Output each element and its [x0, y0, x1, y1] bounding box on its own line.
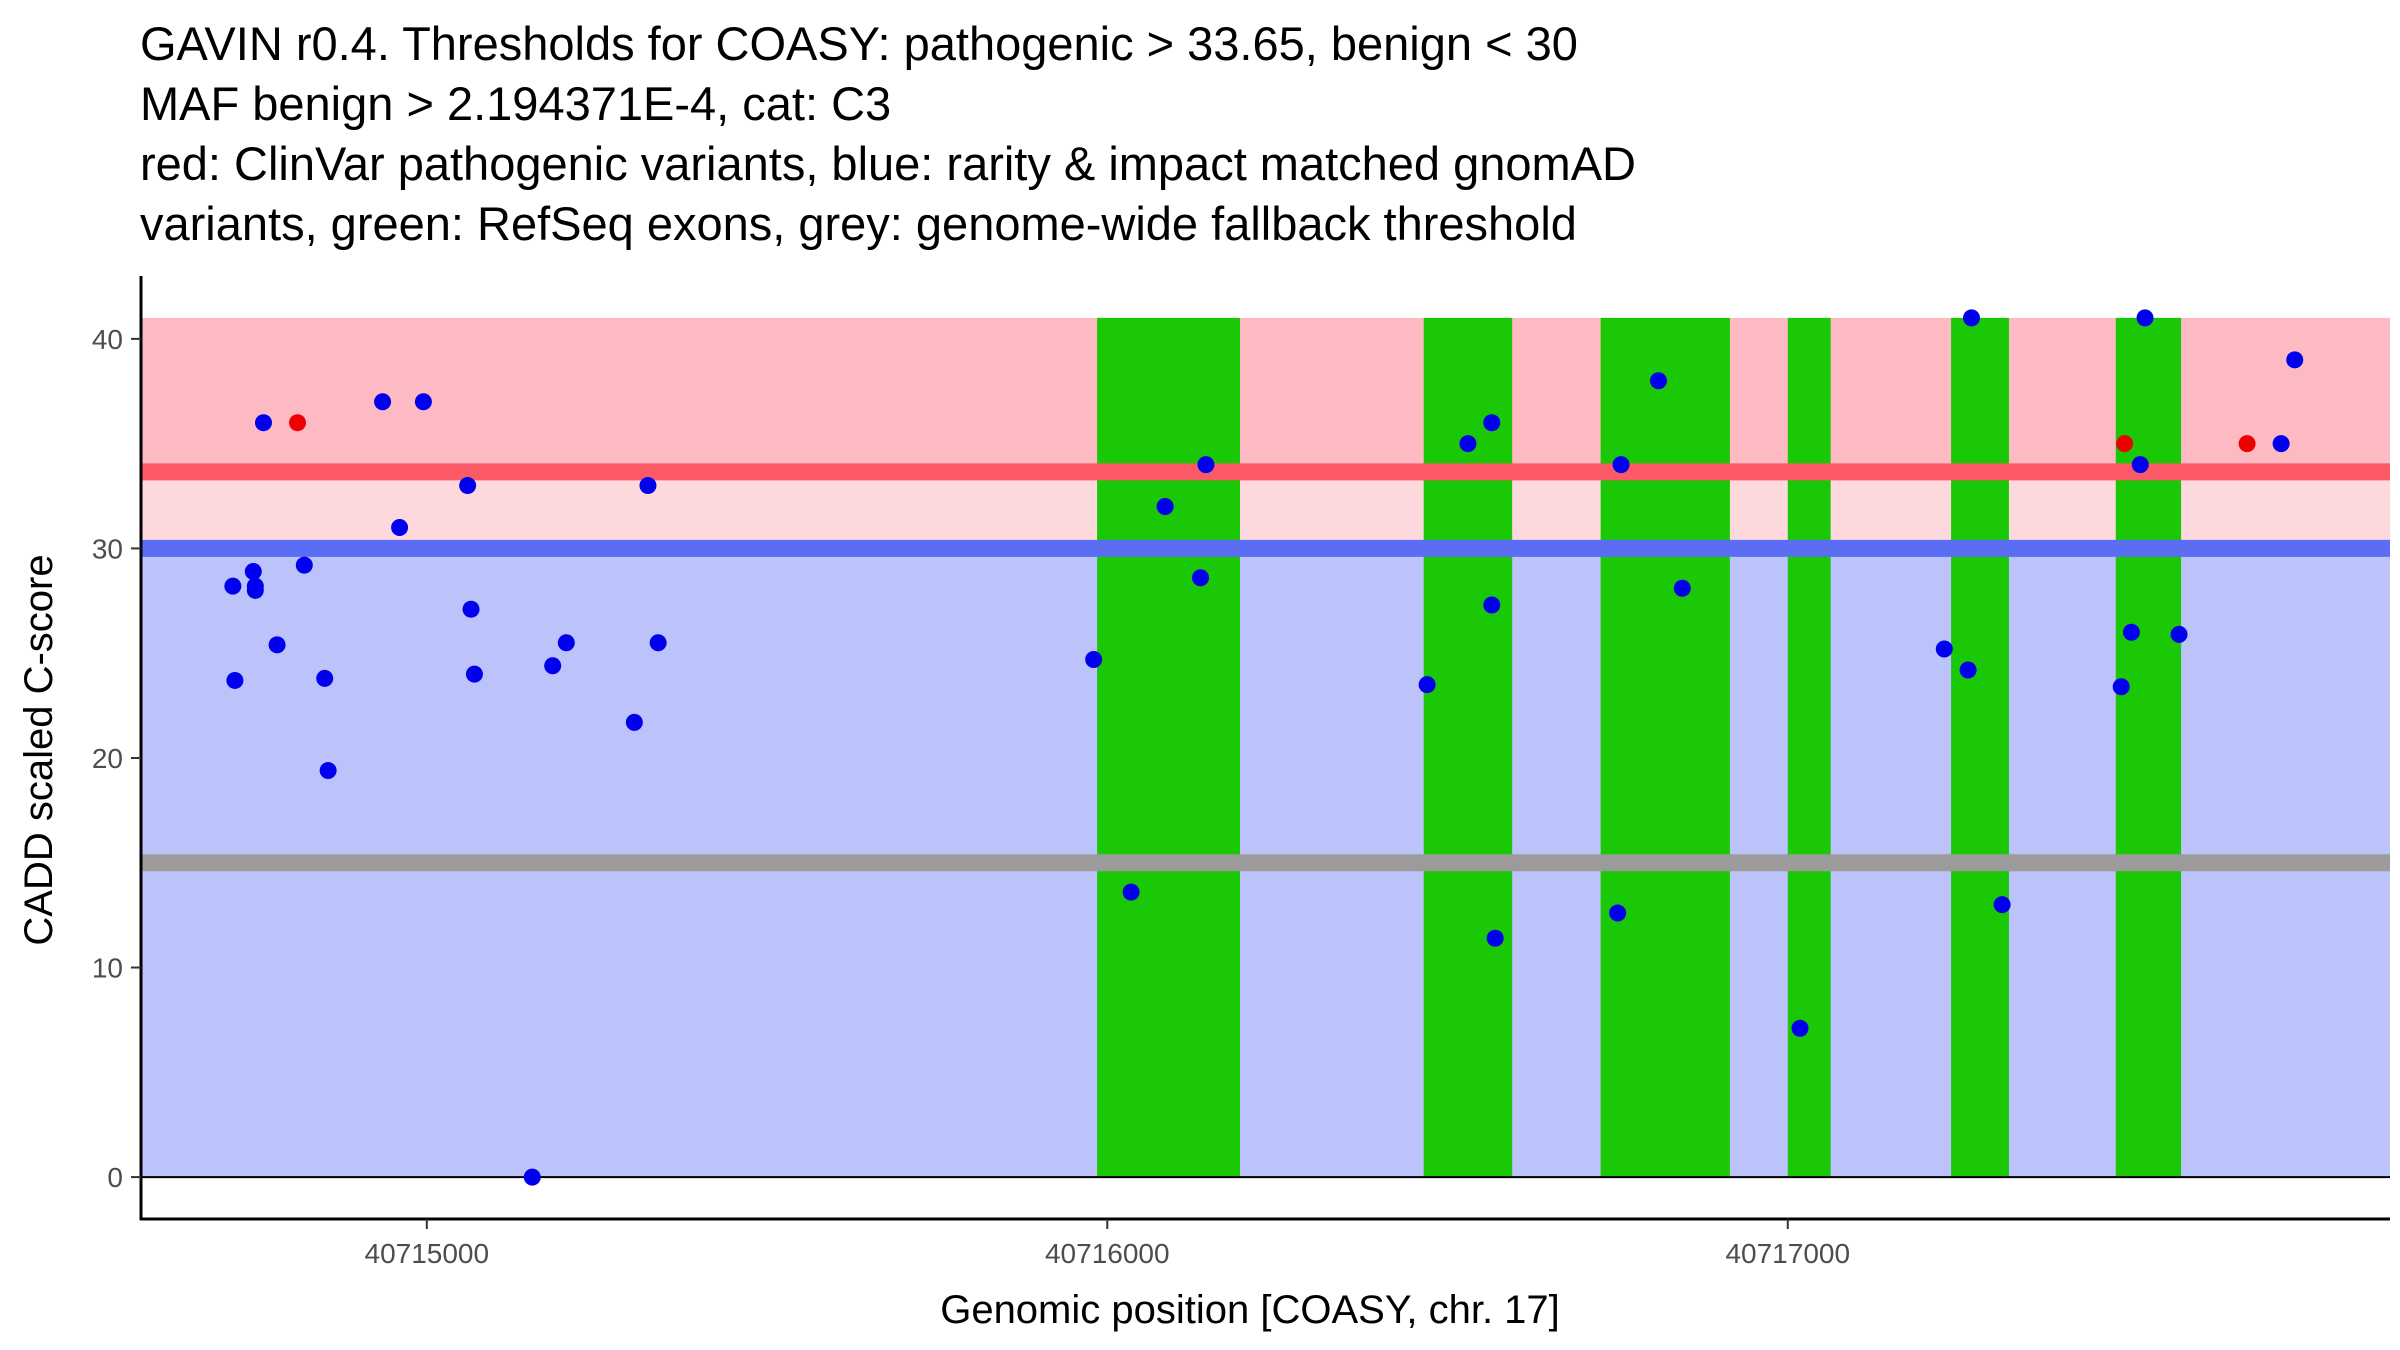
gnomad-matched-point — [1085, 650, 1103, 668]
gnomad-matched-point — [2272, 435, 2290, 453]
gnomad-matched-point — [1935, 640, 1953, 658]
gnomad-matched-point — [1609, 904, 1627, 922]
gnomad-matched-point — [557, 634, 575, 652]
title-line: red: ClinVar pathogenic variants, blue: … — [140, 137, 1636, 190]
gnomad-matched-point — [1156, 498, 1174, 516]
x-tick-label: 40717000 — [1725, 1238, 1850, 1269]
y-tick-label: 0 — [107, 1162, 123, 1193]
gnomad-matched-point — [1459, 435, 1477, 453]
middle-band — [141, 471, 2390, 549]
gnomad-matched-point — [649, 634, 667, 652]
gnomad-matched-point — [1959, 661, 1977, 679]
gnomad-matched-point — [295, 556, 313, 574]
gnomad-matched-point — [625, 713, 643, 731]
gnomad-matched-point — [316, 669, 334, 687]
gnomad-matched-point — [639, 477, 657, 495]
gnomad-matched-point — [1612, 456, 1630, 474]
gnomad-matched-point — [1122, 883, 1140, 901]
gnomad-matched-point — [1483, 414, 1501, 432]
gnomad-matched-point — [1963, 309, 1981, 327]
exon-region — [1600, 317, 1730, 1178]
gnomad-matched-point — [523, 1168, 541, 1186]
gnomad-matched-point — [1649, 372, 1667, 390]
title-line: variants, green: RefSeq exons, grey: gen… — [140, 197, 1577, 250]
gnomad-matched-point — [1192, 569, 1210, 587]
y-tick-label: 40 — [92, 324, 123, 355]
gnomad-matched-point — [224, 577, 242, 595]
exon-region — [1951, 317, 2009, 1178]
gnomad-matched-point — [1486, 929, 1504, 947]
y-tick-label: 10 — [92, 953, 123, 984]
clinvar-pathogenic-point — [289, 414, 307, 432]
gnomad-matched-point — [374, 393, 392, 411]
gnomad-matched-point — [319, 762, 337, 780]
exon-region — [1787, 317, 1831, 1178]
clinvar-pathogenic-point — [2116, 435, 2134, 453]
gnomad-matched-point — [1483, 596, 1501, 614]
gnomad-matched-point — [2286, 351, 2304, 369]
x-axis-title: Genomic position [COASY, chr. 17] — [940, 1288, 1560, 1332]
x-tick-label: 40716000 — [1045, 1238, 1170, 1269]
gnomad-matched-point — [1791, 1019, 1809, 1037]
chart-title: GAVIN r0.4. Thresholds for COASY: pathog… — [140, 14, 2380, 254]
y-tick-label: 20 — [92, 743, 123, 774]
gnomad-matched-point — [2136, 309, 2154, 327]
gnomad-matched-point — [1197, 456, 1215, 474]
gnomad-matched-point — [2131, 456, 2149, 474]
exon-region — [1097, 317, 1240, 1178]
gnomad-matched-point — [465, 665, 483, 683]
gnomad-matched-point — [268, 636, 286, 654]
gnomad-matched-point — [244, 562, 262, 580]
title-line: GAVIN r0.4. Thresholds for COASY: pathog… — [140, 17, 1578, 70]
y-tick-label: 30 — [92, 533, 123, 564]
exon-region — [2115, 317, 2182, 1178]
gnomad-matched-point — [1418, 676, 1436, 694]
pathogenic-band — [141, 317, 2390, 472]
gnomad-matched-point — [1993, 896, 2011, 914]
gnomad-matched-point — [254, 414, 272, 432]
clinvar-pathogenic-point — [2238, 435, 2256, 453]
y-axis-title: CADD scaled C-score — [17, 554, 61, 945]
gnomad-matched-point — [391, 518, 409, 536]
gnomad-matched-point — [226, 671, 244, 689]
gnomad-matched-point — [2122, 623, 2140, 641]
gnomad-matched-point — [462, 600, 480, 618]
gnomad-matched-point — [544, 657, 562, 675]
gnomad-matched-point — [459, 477, 477, 495]
x-tick-label: 40715000 — [365, 1238, 490, 1269]
gnomad-matched-point — [2170, 625, 2188, 643]
gnomad-matched-point — [1673, 579, 1691, 597]
gnomad-matched-point — [2112, 678, 2130, 696]
gnomad-matched-point — [414, 393, 432, 411]
gnomad-matched-point — [246, 577, 264, 595]
exon-region — [1423, 317, 1513, 1178]
title-line: MAF benign > 2.194371E-4, cat: C3 — [140, 77, 892, 130]
